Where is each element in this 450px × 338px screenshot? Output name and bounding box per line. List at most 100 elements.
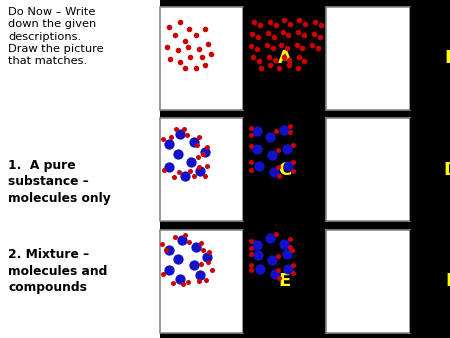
- Point: [266, 19, 274, 25]
- Point: [290, 270, 297, 275]
- Point: [165, 247, 172, 253]
- Point: [203, 163, 211, 168]
- Point: [253, 242, 260, 248]
- Point: [275, 65, 283, 70]
- Point: [296, 18, 303, 23]
- Point: [165, 268, 172, 273]
- Point: [288, 247, 295, 253]
- Point: [176, 169, 183, 174]
- Point: [289, 142, 296, 147]
- Point: [275, 174, 283, 179]
- Point: [194, 142, 201, 147]
- Point: [249, 55, 256, 60]
- Point: [192, 244, 199, 249]
- Point: [167, 135, 175, 140]
- Point: [165, 165, 172, 170]
- Point: [274, 253, 281, 258]
- Point: [295, 54, 302, 59]
- Point: [272, 23, 279, 28]
- Point: [197, 273, 204, 278]
- Point: [204, 259, 212, 265]
- Point: [165, 24, 172, 30]
- Point: [309, 43, 316, 48]
- Point: [194, 154, 202, 160]
- Point: [198, 262, 205, 267]
- Point: [248, 132, 255, 137]
- Point: [253, 128, 260, 134]
- Point: [271, 57, 278, 63]
- Point: [184, 280, 192, 285]
- Point: [273, 128, 280, 134]
- Point: [253, 46, 261, 52]
- Point: [274, 147, 282, 153]
- Point: [284, 147, 291, 152]
- Point: [181, 232, 188, 238]
- Point: [198, 55, 205, 60]
- Point: [201, 149, 208, 155]
- Point: [171, 33, 178, 38]
- Point: [247, 167, 254, 172]
- Point: [315, 45, 322, 51]
- Point: [199, 151, 206, 156]
- Point: [248, 238, 255, 243]
- Point: [293, 42, 301, 47]
- Point: [179, 237, 186, 243]
- Point: [299, 45, 306, 51]
- Point: [158, 241, 166, 247]
- Text: C: C: [278, 161, 291, 179]
- Point: [183, 132, 190, 138]
- Bar: [410, 7, 450, 110]
- Point: [285, 62, 292, 68]
- Point: [190, 139, 197, 145]
- Point: [248, 268, 255, 273]
- Point: [317, 22, 324, 27]
- Point: [278, 42, 285, 47]
- Point: [294, 66, 302, 71]
- Bar: [326, 118, 410, 221]
- Point: [206, 249, 213, 255]
- Point: [163, 44, 170, 49]
- Point: [280, 127, 287, 133]
- Point: [195, 279, 203, 284]
- Point: [200, 247, 207, 253]
- Point: [290, 169, 297, 174]
- Point: [310, 31, 317, 37]
- Point: [248, 263, 255, 268]
- Point: [196, 46, 203, 52]
- Point: [165, 141, 172, 146]
- Point: [181, 173, 188, 178]
- Point: [254, 252, 261, 258]
- Point: [202, 62, 209, 68]
- Point: [285, 33, 292, 38]
- Bar: [160, 230, 243, 333]
- Point: [256, 23, 264, 28]
- Point: [274, 165, 282, 170]
- Point: [255, 163, 262, 168]
- Point: [265, 54, 272, 59]
- Point: [174, 151, 181, 156]
- Point: [275, 275, 283, 281]
- Point: [256, 266, 263, 271]
- Point: [197, 168, 204, 173]
- Bar: [243, 118, 326, 221]
- Text: 1.  A pure
substance –
molecules only: 1. A pure substance – molecules only: [8, 159, 111, 205]
- Point: [287, 129, 294, 135]
- Text: F: F: [445, 272, 450, 290]
- Point: [176, 276, 184, 282]
- Point: [302, 21, 309, 26]
- Bar: [326, 7, 410, 110]
- Point: [301, 58, 308, 64]
- Point: [263, 43, 270, 48]
- Point: [176, 131, 184, 136]
- Point: [294, 29, 302, 35]
- Point: [190, 263, 197, 268]
- Point: [160, 168, 167, 173]
- Bar: [160, 118, 243, 221]
- Point: [287, 237, 294, 242]
- Point: [287, 244, 294, 249]
- Text: D: D: [444, 161, 450, 179]
- Point: [201, 173, 208, 178]
- Point: [203, 254, 211, 260]
- Point: [159, 136, 166, 141]
- Point: [201, 26, 208, 31]
